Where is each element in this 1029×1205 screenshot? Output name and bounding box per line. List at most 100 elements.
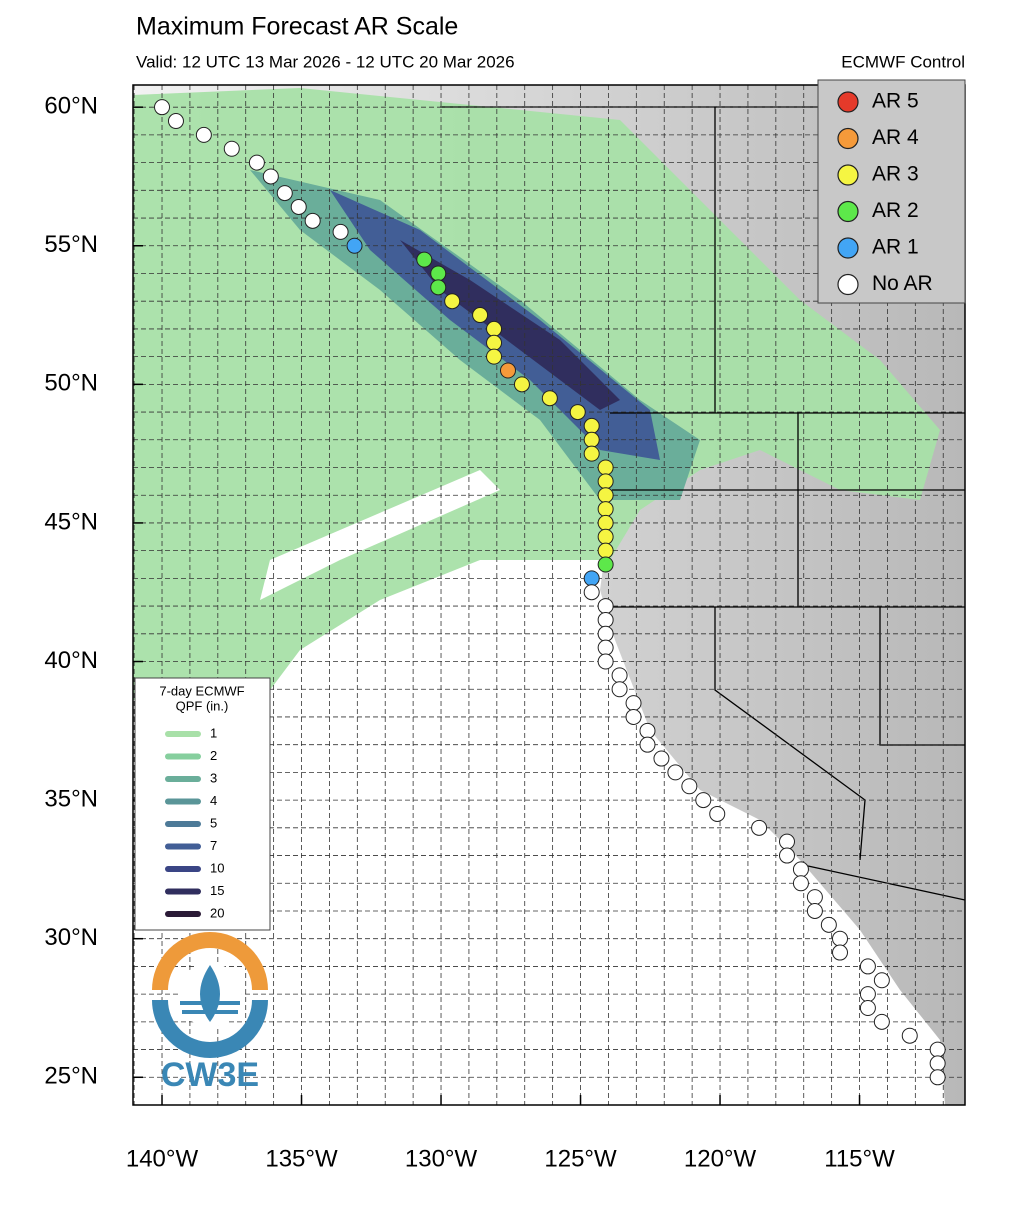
x-tick-label: 120°W [684,1145,757,1172]
ar-points [154,99,946,1086]
ar-point [416,251,433,268]
ar-point [195,126,212,143]
legend-swatch [837,237,859,259]
model-label: ECMWF Control [841,52,965,71]
ar-point [778,833,795,850]
qpf-label: 5 [210,815,217,830]
ar-point [430,279,447,296]
qpf-label: 7 [210,838,217,853]
x-tick-label: 130°W [405,1145,478,1172]
qpf-legend-box [134,677,271,931]
ar-point [444,293,461,310]
ar-point [929,1041,946,1058]
legend-swatch [837,273,859,296]
ar-legend: AR 5 AR 4 AR 3 AR 2 AR 1 No AR [837,90,933,296]
ar-point [832,944,849,961]
ar-point [832,930,849,947]
qpf-label: 1 [210,725,217,740]
ar-point [751,819,768,836]
y-tick-label: 60°N [44,93,98,120]
ar-point [929,1069,946,1086]
ar-point [583,584,600,601]
legend-swatch [837,164,859,186]
ar-point [901,1027,918,1044]
ar-point [597,473,614,490]
ar-point [597,528,614,545]
ar-point [472,307,489,324]
legend-label: AR 4 [872,126,919,149]
ar-point [611,681,628,698]
y-tick-label: 55°N [44,231,98,258]
borders [440,106,965,901]
legend-label: No AR [872,272,933,295]
ar-point [499,362,516,379]
ar-point [625,708,642,725]
ar-point [597,501,614,518]
legend-label: AR 2 [872,199,919,222]
grid [133,85,965,1105]
qpf-legend-title: 7-day ECMWF [159,683,244,698]
y-tick-label: 45°N [44,508,98,535]
ar-point [276,185,293,202]
ar-point [873,972,890,989]
ar-point [583,417,600,434]
ar-point [597,611,614,628]
ar-point [792,861,809,878]
ar-point [597,639,614,656]
x-tick-label: 125°W [544,1145,617,1172]
ar-point [430,265,447,282]
qpf-label: 4 [210,793,217,808]
map-frame [132,84,966,1106]
qpf-label: 10 [210,860,224,875]
legend-swatch [837,127,859,150]
ar-point [223,140,240,157]
ar-point [583,431,600,448]
ar-point [597,598,614,615]
y-tick-label: 30°N [44,924,98,951]
qpf-label: 3 [210,770,217,785]
ar-point [806,889,823,906]
ar-point [709,805,726,822]
ar-point [597,514,614,531]
ar-point [541,390,558,407]
y-tick-label: 40°N [44,647,98,674]
ar-point [695,792,712,809]
ar-point [583,445,600,462]
ar-point [486,320,503,337]
legend-label: AR 3 [872,163,919,186]
ar-point [248,154,265,171]
legend-swatch [837,91,859,113]
x-tick-label: 115°W [824,1145,895,1172]
qpf-label: 20 [210,905,224,920]
ar-point [681,778,698,795]
ar-point [569,404,586,421]
y-tick-label: 35°N [44,785,98,812]
ar-point [667,764,684,781]
logo-mark [152,932,268,1058]
y-tick-label: 50°N [44,370,98,397]
ar-point [597,459,614,476]
ar-point [639,736,656,753]
ar-point [154,99,171,116]
ar-point [778,847,795,864]
qpf-peak [400,240,620,410]
title: Maximum Forecast AR Scale [136,13,458,41]
ar-point [653,750,670,767]
ar-legend-box [817,79,966,304]
ar-point [859,999,876,1016]
ar-point [597,487,614,504]
ar-point [859,958,876,975]
legend-label: AR 5 [872,90,919,113]
qpf-label: 2 [210,748,217,763]
axis-labels: 140°W 135°W 130°W 125°W 120°W 115°W 60°N 55°N 50… [44,93,895,1173]
y-tick-label: 25°N [44,1063,98,1090]
legend-swatch [837,200,859,223]
ar-point [873,1013,890,1030]
ar-point [625,695,642,712]
ar-point [929,1055,946,1072]
ar-point [597,653,614,670]
qpf-legend-title: QPF (in.) [176,698,229,713]
ar-point [597,556,614,573]
legend-label: AR 1 [872,236,919,259]
